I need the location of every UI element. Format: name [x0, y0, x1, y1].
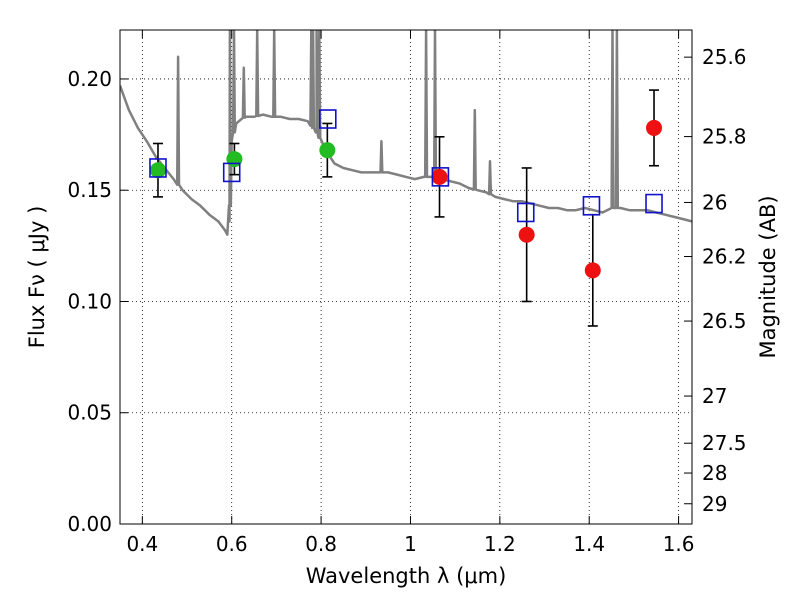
- y-tick-label: 0.15: [67, 178, 112, 202]
- green-data-point: [149, 162, 166, 179]
- model-flux-square: [149, 158, 167, 178]
- red-data-point: [646, 119, 663, 136]
- y-tick-label: 0.00: [67, 512, 112, 536]
- x-tick-label: 1.2: [484, 532, 516, 556]
- y-tick-label: 0.05: [67, 401, 112, 425]
- x-tick-label: 0.6: [216, 532, 248, 556]
- model-spectrum-line: [120, 30, 692, 236]
- model-flux-square: [222, 162, 241, 183]
- grid-lines: [120, 30, 692, 525]
- magnitude-tick-label: 26: [702, 190, 727, 214]
- magnitude-tick-label: 26.2: [702, 245, 747, 269]
- magnitude-tick-label: 29: [702, 492, 727, 516]
- magnitude-tick-label: 27.5: [702, 431, 747, 455]
- x-tick-label: 0.4: [126, 532, 158, 556]
- red-data-point: [584, 262, 601, 279]
- y-tick-label: 0.10: [67, 289, 112, 313]
- model-flux-square: [582, 195, 601, 216]
- red-data-point: [518, 226, 535, 243]
- axis-ticks: 0.4 0.6 0.8 1 1.2 1.4 1.6 0.00 0.05 0.10 0.15 0.20 2…: [67, 30, 747, 556]
- data-points: [149, 109, 663, 279]
- y-axis-label: Flux Fν ( μJy ): [25, 206, 49, 349]
- magnitude-tick-label: 27: [702, 384, 727, 408]
- model-flux-square: [645, 193, 663, 214]
- model-flux-square: [516, 202, 535, 223]
- model-spectrum: [120, 30, 692, 236]
- x-tick-label: 1.6: [663, 532, 695, 556]
- x-tick-label: 0.8: [305, 532, 337, 556]
- plot-frame: [119, 29, 693, 525]
- x-axis-label: Wavelength λ (μm): [306, 564, 507, 588]
- red-data-point: [431, 168, 448, 185]
- magnitude-tick-label: 28: [702, 461, 727, 485]
- x-tick-label: 1.4: [573, 532, 605, 556]
- model-flux-square: [431, 167, 450, 187]
- magnitude-axis-label: Magnitude (AB): [756, 195, 780, 358]
- magnitude-tick-label: 26.5: [702, 309, 747, 333]
- magnitude-tick-label: 25.6: [702, 45, 747, 69]
- y-tick-label: 0.20: [67, 67, 112, 91]
- magnitude-tick-label: 25.8: [702, 125, 747, 149]
- green-data-point: [319, 142, 336, 159]
- x-tick-label: 1: [404, 532, 417, 556]
- model-flux-square: [318, 109, 337, 129]
